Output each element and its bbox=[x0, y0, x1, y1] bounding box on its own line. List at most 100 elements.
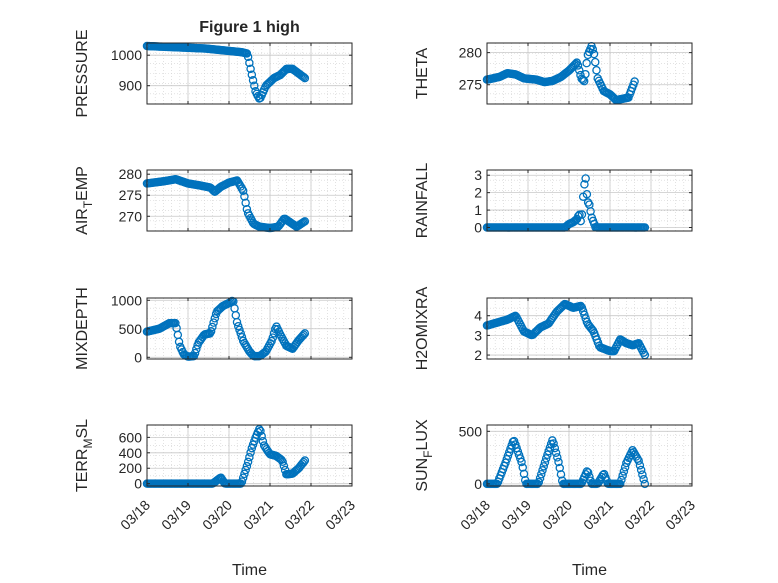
y-tick-label: 2 bbox=[474, 347, 482, 363]
data-point bbox=[537, 469, 546, 479]
y-tick-label: 900 bbox=[119, 78, 143, 94]
data-point bbox=[237, 477, 247, 486]
data-point bbox=[540, 458, 550, 467]
y-axis-label: SUNFLUX bbox=[414, 419, 435, 492]
data-point bbox=[554, 457, 563, 467]
axes-box bbox=[486, 169, 693, 232]
data-point bbox=[570, 60, 579, 70]
data-point bbox=[576, 70, 585, 80]
y-axis-label: MIXDEPTH bbox=[74, 287, 91, 370]
x-tick-label: 03/18 bbox=[117, 497, 153, 533]
data-point bbox=[634, 456, 643, 465]
y-tick-label: 500 bbox=[459, 423, 483, 439]
data-point bbox=[580, 180, 589, 189]
y-tick-label: 4 bbox=[474, 308, 482, 324]
data-point bbox=[517, 457, 526, 467]
data-point bbox=[300, 329, 310, 338]
y-tick-label: 280 bbox=[459, 45, 483, 61]
x-tick-label: 03/20 bbox=[539, 497, 575, 533]
data-point bbox=[619, 467, 629, 476]
subplot-air_temp: 270 275 280 AIRTEMP bbox=[74, 166, 353, 235]
data-point bbox=[582, 467, 592, 476]
data-point bbox=[589, 49, 599, 59]
data-point bbox=[581, 174, 590, 183]
x-tick-label: 03/18 bbox=[457, 497, 493, 533]
subplot-mixdepth: 0 500 1000 MIXDEPTH bbox=[74, 287, 353, 370]
data-point bbox=[298, 331, 307, 341]
x-tick-label: 03/23 bbox=[662, 497, 698, 533]
subplot-pressure: 900 1000 PRESSURE Figure 1 high bbox=[74, 19, 353, 118]
x-tick-label: 03/19 bbox=[498, 497, 534, 533]
data-point bbox=[518, 463, 528, 472]
data-point bbox=[582, 58, 591, 68]
x-tick-label: 03/21 bbox=[580, 497, 616, 533]
x-tick-label: 03/19 bbox=[158, 497, 194, 533]
data-point bbox=[232, 317, 242, 327]
y-tick-label: 1000 bbox=[111, 47, 142, 63]
data-point bbox=[174, 337, 184, 347]
y-tick-label: 3 bbox=[474, 167, 482, 183]
y-tick-label: 0 bbox=[134, 349, 142, 365]
subplot-theta: 275 280 THETA bbox=[414, 41, 693, 105]
data-point bbox=[275, 454, 285, 464]
data-point bbox=[617, 475, 626, 485]
y-tick-label: 0 bbox=[134, 476, 142, 492]
data-point bbox=[592, 65, 601, 75]
data-point bbox=[240, 192, 249, 201]
y-axis-label: RAINFALL bbox=[414, 163, 431, 239]
data-point bbox=[300, 73, 310, 83]
x-tick-label: 03/20 bbox=[199, 497, 235, 533]
data-point bbox=[550, 443, 560, 453]
y-tick-label: 280 bbox=[119, 166, 143, 182]
data-point bbox=[246, 64, 255, 74]
y-axis-label: TERRMSL bbox=[74, 419, 95, 492]
y-tick-label: 270 bbox=[119, 208, 143, 224]
x-axis-label: Time bbox=[232, 562, 267, 579]
data-point bbox=[300, 217, 310, 226]
data-point bbox=[241, 465, 250, 475]
y-tick-label: 0 bbox=[474, 220, 482, 236]
data-point bbox=[248, 75, 258, 85]
data-point bbox=[576, 301, 585, 311]
data-point bbox=[519, 469, 529, 479]
data-point bbox=[234, 321, 243, 331]
y-axis-label: H2OMIXRA bbox=[414, 286, 431, 370]
data-point bbox=[555, 463, 565, 473]
data-point bbox=[638, 470, 647, 479]
data-point bbox=[578, 307, 588, 316]
data-point bbox=[235, 325, 244, 335]
data-point bbox=[580, 310, 589, 320]
y-axis-label: PRESSURE bbox=[74, 29, 91, 117]
chart-title: Figure 1 high bbox=[199, 19, 299, 36]
data-point bbox=[576, 479, 585, 489]
data-point bbox=[246, 448, 255, 457]
data-point bbox=[585, 472, 594, 481]
data-point bbox=[242, 461, 252, 471]
data-point bbox=[590, 57, 600, 67]
data-point bbox=[577, 210, 587, 219]
data-point bbox=[549, 439, 558, 448]
subplot-rainfall: 0 12 3 RAINFALL bbox=[414, 163, 693, 239]
data-point bbox=[299, 457, 308, 467]
data-point bbox=[577, 303, 587, 313]
data-point bbox=[238, 186, 248, 196]
data-point bbox=[299, 330, 308, 339]
data-point bbox=[250, 81, 259, 90]
data-point bbox=[247, 70, 257, 79]
data-point bbox=[210, 314, 220, 323]
data-point bbox=[279, 461, 289, 471]
y-tick-label: 600 bbox=[119, 429, 143, 445]
axes-box bbox=[146, 42, 353, 105]
data-point bbox=[208, 322, 217, 332]
data-point bbox=[278, 457, 287, 466]
data-point bbox=[543, 450, 552, 460]
data-point bbox=[581, 69, 590, 79]
y-axis-label: AIRTEMP bbox=[74, 166, 95, 235]
x-tick-label: 03/22 bbox=[621, 497, 657, 533]
data-point bbox=[241, 198, 250, 208]
data-point bbox=[240, 469, 249, 479]
data-point bbox=[245, 452, 254, 462]
y-tick-label: 0 bbox=[474, 476, 482, 492]
data-point bbox=[615, 479, 625, 489]
